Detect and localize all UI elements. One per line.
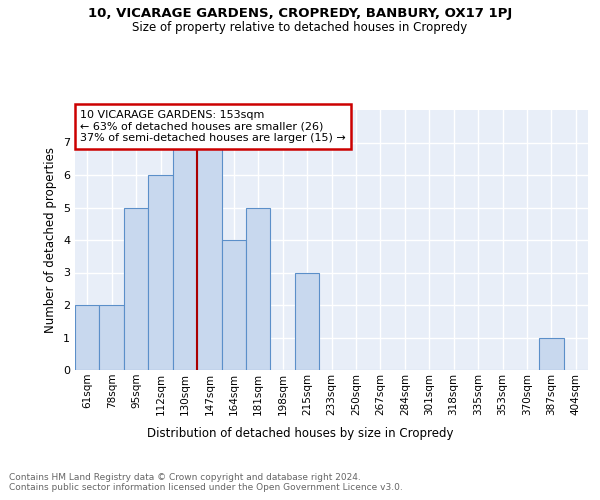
Text: 10 VICARAGE GARDENS: 153sqm
← 63% of detached houses are smaller (26)
37% of sem: 10 VICARAGE GARDENS: 153sqm ← 63% of det… bbox=[80, 110, 346, 143]
Text: 10, VICARAGE GARDENS, CROPREDY, BANBURY, OX17 1PJ: 10, VICARAGE GARDENS, CROPREDY, BANBURY,… bbox=[88, 8, 512, 20]
Bar bbox=[75, 305, 100, 370]
Text: Size of property relative to detached houses in Cropredy: Size of property relative to detached ho… bbox=[133, 21, 467, 34]
Bar bbox=[197, 142, 221, 370]
Bar bbox=[221, 240, 246, 370]
Bar bbox=[124, 208, 148, 370]
Bar bbox=[148, 175, 173, 370]
Bar bbox=[173, 142, 197, 370]
Bar bbox=[100, 305, 124, 370]
Text: Distribution of detached houses by size in Cropredy: Distribution of detached houses by size … bbox=[147, 428, 453, 440]
Text: Contains HM Land Registry data © Crown copyright and database right 2024.
Contai: Contains HM Land Registry data © Crown c… bbox=[9, 472, 403, 492]
Bar bbox=[295, 272, 319, 370]
Bar bbox=[246, 208, 271, 370]
Bar bbox=[539, 338, 563, 370]
Y-axis label: Number of detached properties: Number of detached properties bbox=[44, 147, 58, 333]
